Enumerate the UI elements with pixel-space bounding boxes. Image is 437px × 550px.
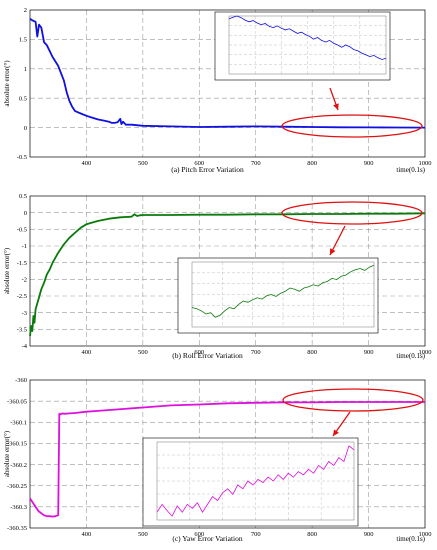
y-tick-label: -3 (22, 310, 27, 317)
y-tick-label: -1.5 (17, 260, 27, 267)
y-tick-label: -1 (22, 243, 27, 250)
y-tick-label: -360.25 (7, 483, 27, 490)
yaw-error-panel: 400 500 600 700 800 900 1000 -360 -360.05 -360.1 -… (3, 377, 432, 543)
x-tick-label: 700 (251, 349, 261, 356)
pitch-error-panel: 400 500 600 700 800 900 1000 2 1.5 1 0.5 0 -0.5 absol… (3, 7, 432, 174)
x-tick-label: 900 (364, 531, 374, 538)
x-tick-label: 900 (364, 349, 374, 356)
plot-frame (29, 379, 426, 529)
y-axis-label: absolute error(°) (3, 60, 11, 107)
x-tick-label: 700 (251, 531, 261, 538)
y-tick-label: -360 (15, 377, 27, 384)
inset-axes (156, 441, 355, 521)
y-tick-label: -4 (22, 343, 28, 350)
x-tick-label: 400 (82, 531, 92, 538)
zoom-arrow-head (330, 248, 336, 255)
x-tick-label: 400 (82, 160, 92, 167)
highlight-ellipse (281, 201, 423, 225)
inset-series-line (228, 15, 387, 60)
panel-caption: (c) Yaw Error Variation (172, 534, 243, 543)
x-tick-label: 700 (251, 160, 261, 167)
x-tick-label: 800 (307, 349, 317, 356)
series-line (29, 18, 426, 129)
zoom-inset (177, 257, 379, 334)
y-tick-label: 1.5 (19, 37, 27, 44)
x-tick-label: 1000 (419, 531, 432, 538)
series-line (29, 401, 425, 518)
y-tick-label: -360.2 (10, 462, 27, 469)
y-tick-label: 1 (24, 66, 27, 73)
zoom-arrow-head (333, 429, 339, 436)
zoom-arrow-head (333, 103, 339, 110)
x-tick-label: 600 (194, 531, 204, 538)
highlight-ellipse (281, 114, 423, 138)
y-tick-label: -360.15 (7, 441, 27, 448)
plot-frame (29, 195, 426, 347)
y-tick-label: 0.5 (19, 193, 27, 200)
x-axis-label: time(0.1s) (396, 352, 425, 360)
y-tick-label: -360.1 (10, 419, 27, 426)
highlight-ellipse (282, 388, 424, 412)
y-tick-label: -0.5 (17, 154, 27, 161)
y-axis-label: absolute error(°) (3, 430, 11, 477)
inset-series-line (191, 264, 375, 318)
inset-axes (228, 15, 387, 75)
panel-caption: (a) Pitch Error Variation (171, 165, 244, 174)
x-tick-label: 600 (194, 349, 204, 356)
x-tick-label: 800 (307, 531, 317, 538)
plot-frame (29, 9, 426, 158)
x-axis-label: time(0.1s) (396, 535, 425, 543)
x-tick-label: 1000 (419, 160, 432, 167)
zoom-inset (214, 11, 391, 81)
y-tick-label: -360.3 (10, 504, 27, 511)
y-tick-label: -0.5 (17, 227, 27, 234)
y-tick-label: -2.5 (17, 293, 27, 300)
x-tick-label: 500 (138, 531, 148, 538)
zoom-inset (142, 437, 359, 527)
y-tick-label: 0.5 (19, 95, 27, 102)
y-axis-label: absolute error(°) (3, 247, 11, 294)
roll-error-panel: 400 500 600 700 800 900 1000 0.5 0 -0.5 -1 -1.5 -2 -2… (3, 193, 432, 360)
series-line (29, 212, 426, 337)
inset-series-line (156, 445, 355, 517)
y-tick-label: 0 (24, 210, 27, 217)
x-tick-label: 500 (138, 160, 148, 167)
x-tick-label: 1000 (419, 349, 432, 356)
x-tick-label: 900 (364, 160, 374, 167)
x-axis-label: time(0.1s) (396, 166, 425, 174)
y-tick-label: 2 (24, 7, 27, 14)
inset-frame (142, 437, 359, 527)
x-tick-label: 800 (307, 160, 317, 167)
x-tick-label: 500 (138, 349, 148, 356)
y-tick-label: -360.35 (7, 525, 27, 532)
inset-frame (214, 11, 391, 81)
y-tick-label: -360.05 (7, 398, 27, 405)
panel-caption: (b) Roll Error Variation (172, 351, 243, 360)
y-tick-label: -2 (22, 277, 27, 284)
inset-axes (191, 261, 375, 328)
x-tick-label: 600 (194, 160, 204, 167)
y-tick-label: -3.5 (17, 327, 27, 334)
y-tick-label: 0 (24, 125, 27, 132)
x-tick-label: 400 (82, 349, 92, 356)
